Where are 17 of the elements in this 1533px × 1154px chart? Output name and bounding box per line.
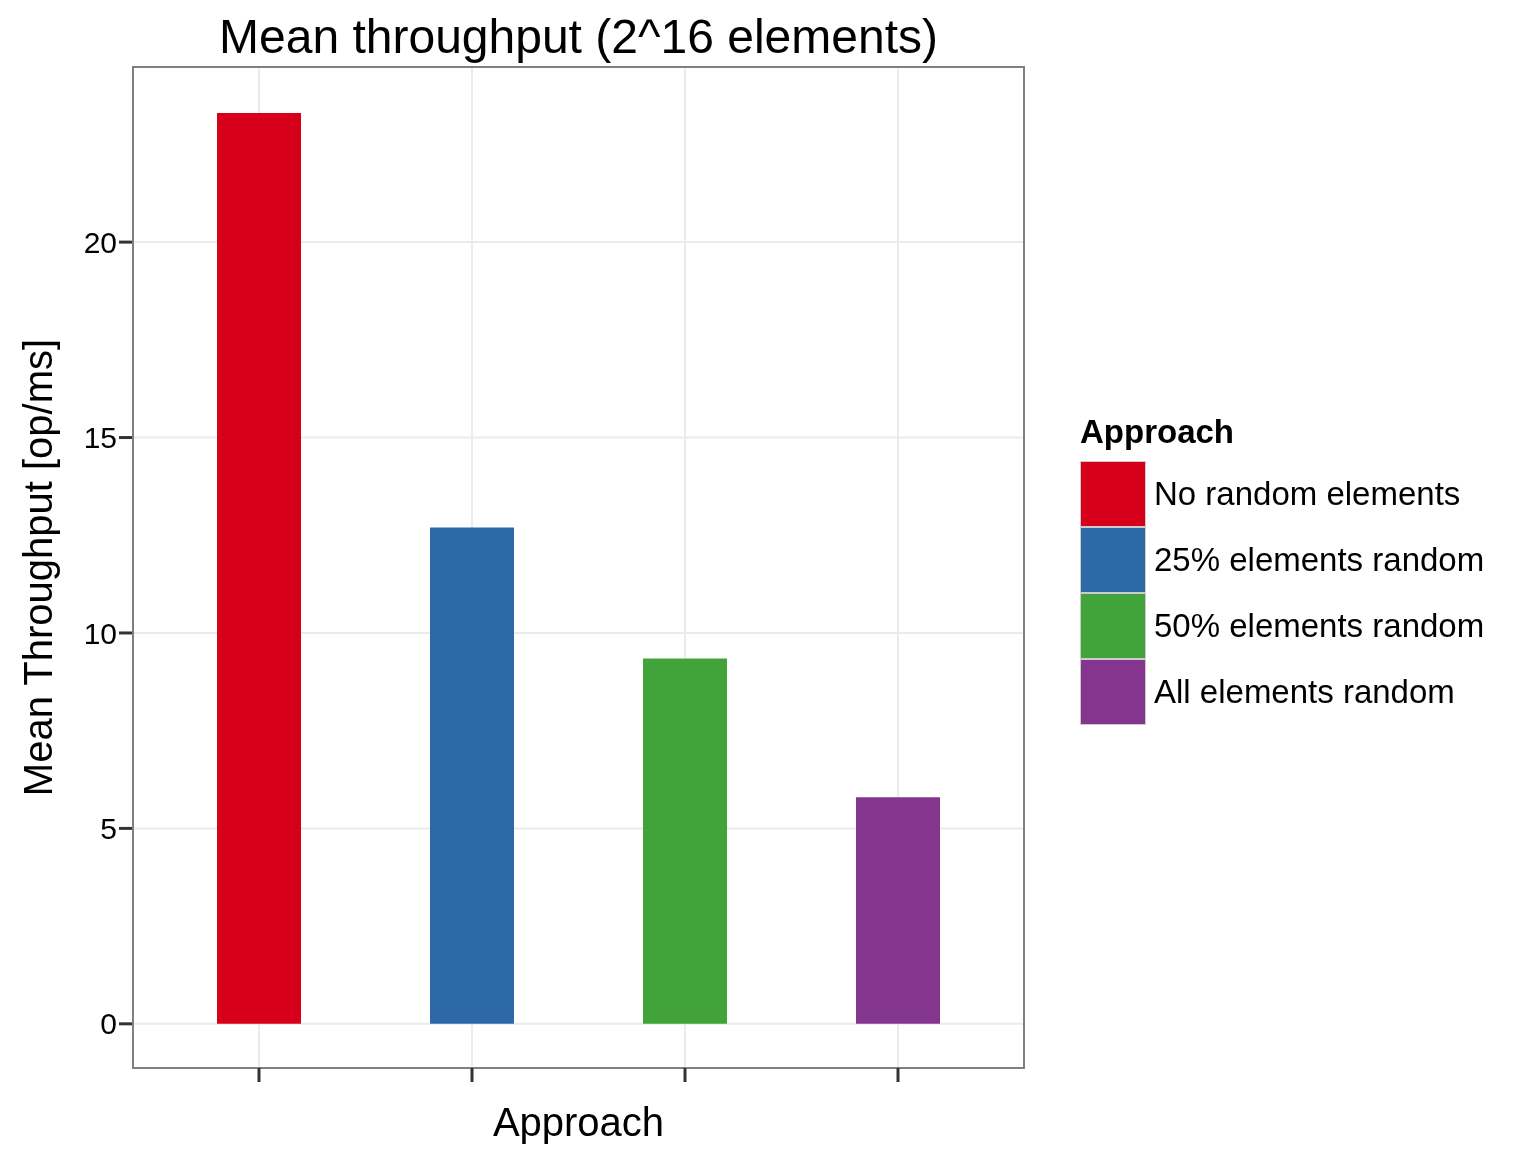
bar (430, 527, 514, 1024)
y-axis-title: Mean Throughput [op/ms] (16, 338, 61, 797)
y-tick-label: 0 (100, 1007, 117, 1041)
y-tick-label: 10 (83, 616, 117, 650)
legend-label: No random elements (1154, 475, 1461, 513)
x-axis-title: Approach (492, 1100, 665, 1144)
legend-title: Approach (1080, 413, 1235, 451)
legend-label: All elements random (1154, 673, 1455, 711)
bar (217, 113, 301, 1024)
bar (643, 658, 727, 1024)
y-tick-label: 5 (100, 812, 117, 846)
chart-title: Mean throughput (2^16 elements) (218, 9, 939, 65)
y-tick-label: 20 (83, 225, 117, 259)
legend-label: 25% elements random (1154, 541, 1485, 579)
y-tick-label: 15 (83, 421, 117, 455)
bar (856, 797, 940, 1024)
legend-label: 50% elements random (1154, 607, 1485, 645)
